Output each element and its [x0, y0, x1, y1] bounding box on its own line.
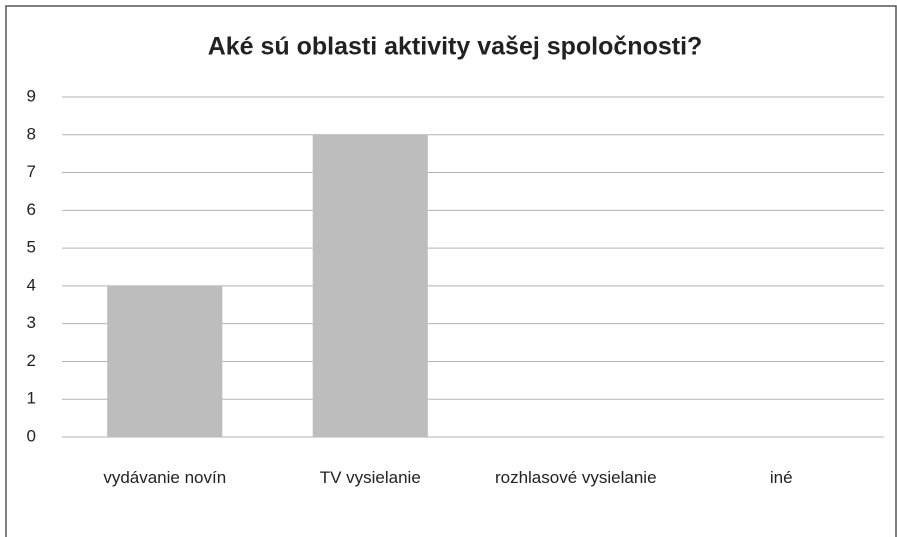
y-tick-label: 3	[27, 313, 36, 332]
y-tick-label: 1	[27, 389, 36, 408]
x-tick-label: vydávanie novín	[103, 468, 227, 487]
x-tick-label: rozhlasové vysielanie	[494, 468, 657, 487]
y-tick-label: 9	[27, 86, 36, 105]
chart-frame	[5, 5, 897, 537]
y-tick-label: 4	[27, 275, 36, 294]
y-tick-label: 5	[27, 238, 36, 257]
x-tick-label: TV vysielanie	[319, 468, 421, 487]
y-tick-label: 0	[27, 426, 36, 445]
x-tick-label: iné	[769, 468, 793, 487]
y-tick-label: 8	[27, 124, 36, 143]
y-tick-label: 6	[27, 200, 36, 219]
bar	[107, 285, 223, 437]
chart-title: Aké sú oblasti aktivity vašej spoločnost…	[208, 33, 703, 61]
y-tick-label: 2	[27, 351, 36, 370]
y-tick-label: 7	[27, 162, 36, 181]
bar	[312, 134, 428, 437]
